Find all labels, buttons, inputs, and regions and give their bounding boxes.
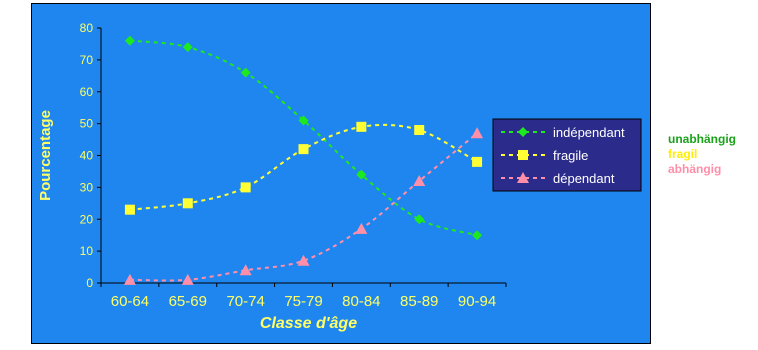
series-0-point-0 (124, 35, 135, 46)
series-2-point-3 (297, 254, 310, 266)
x-axis-title: Classe d'âge (260, 315, 357, 332)
series-2-point-2 (239, 264, 252, 276)
legend-label-1: fragile (553, 148, 588, 163)
series-0-point-2 (240, 67, 251, 78)
series-0-point-5 (414, 214, 425, 225)
x-tick-label: 90-94 (458, 293, 496, 310)
series-1-point-0 (124, 204, 135, 215)
y-tick-label: 60 (80, 85, 94, 99)
series-2-point-1 (181, 273, 194, 285)
y-tick-label: 20 (80, 212, 94, 226)
y-tick-label: 10 (80, 244, 94, 258)
x-tick-label: 85-89 (400, 293, 438, 310)
y-tick-label: 70 (80, 53, 94, 67)
y-tick-label: 40 (80, 149, 94, 163)
line-chart: 0 10 20 30 40 50 60 70 80 60-64 65-69 70-74 75-79 80-… (31, 3, 651, 344)
legend-marker-0 (518, 127, 528, 137)
legend-marker-2 (517, 172, 529, 183)
legend-label-2: dépendant (553, 171, 615, 186)
x-tick-label: 65-69 (169, 293, 207, 310)
series-2-point-5 (413, 175, 426, 186)
side-label-fragil: fragil (668, 147, 698, 161)
series-1-point-5 (414, 125, 425, 135)
y-axis-title: Pourcentage (37, 110, 54, 201)
series-0-point-6 (472, 230, 483, 241)
series-2-point-4 (355, 222, 368, 234)
series-0-point-4 (356, 169, 367, 180)
chart-panel: 0 10 20 30 40 50 60 70 80 60-64 65-69 70-74 75-79 80-… (31, 3, 651, 344)
y-tick-label: 80 (80, 21, 94, 35)
y-tick-label: 0 (86, 276, 93, 290)
series-1-point-1 (182, 198, 193, 209)
y-tick-label: 50 (80, 117, 94, 131)
series-0-point-3 (298, 115, 309, 126)
legend-marker-1 (518, 150, 528, 160)
series-1-point-6 (472, 156, 483, 167)
series-0-point-1 (182, 42, 193, 53)
side-label-abhangig: abhängig (668, 162, 722, 176)
x-tick-label: 75-79 (284, 293, 322, 310)
series-1-point-3 (298, 144, 309, 155)
side-label-unabhangig: unabhängig (668, 132, 736, 146)
y-tick-label: 30 (80, 180, 94, 194)
series-2-point-0 (123, 273, 136, 285)
legend-label-0: indépendant (553, 125, 625, 140)
series-1-point-4 (356, 121, 367, 132)
x-tick-label: 60-64 (111, 293, 149, 310)
series-1-point-2 (240, 182, 251, 193)
series-2-point-6 (471, 127, 484, 139)
x-tick-label: 70-74 (226, 293, 264, 310)
x-tick-label: 80-84 (342, 293, 380, 310)
